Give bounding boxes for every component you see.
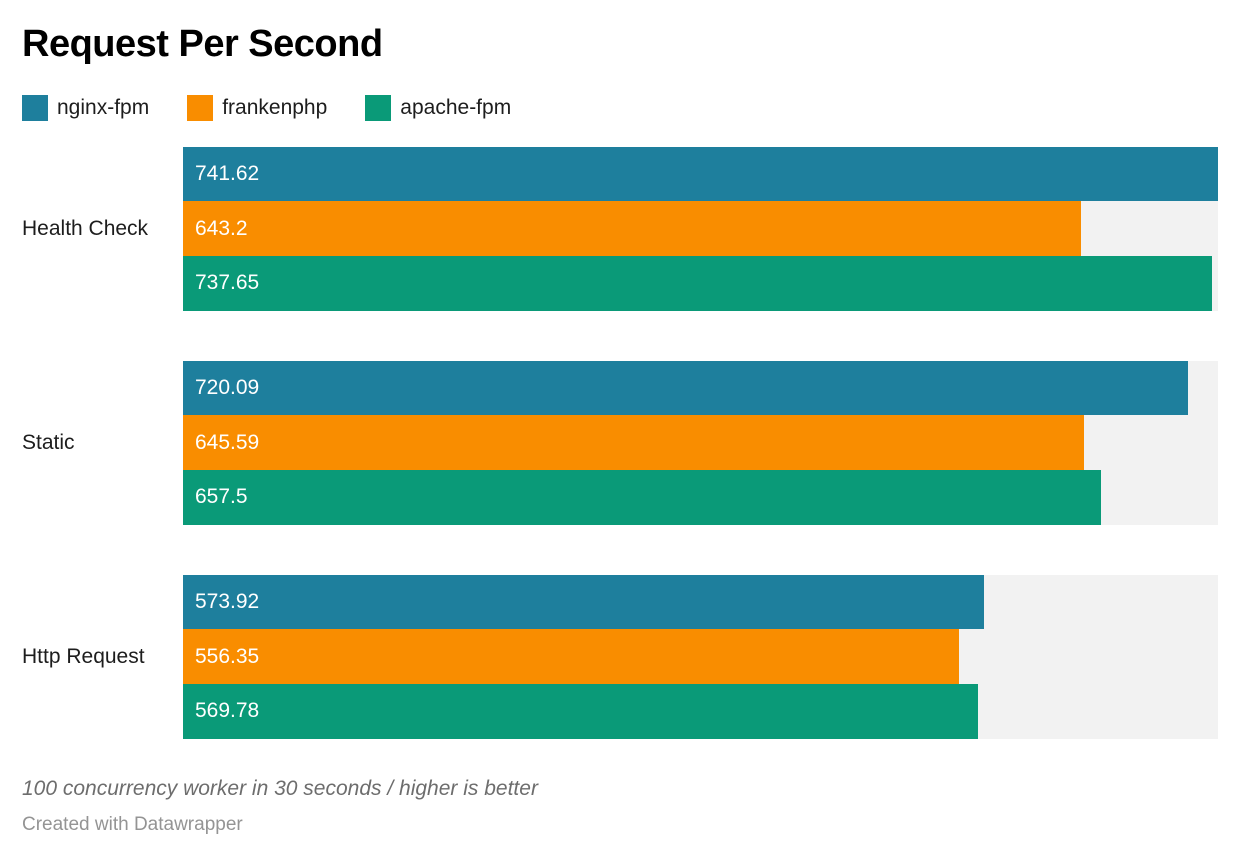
bar-value-label: 720.09 [195,376,260,400]
bar-value-label: 556.35 [195,644,260,668]
bar-value-label: 737.65 [195,271,260,295]
bar-frankenphp-static: 645.59 [183,415,1084,471]
bar-value-label: 569.78 [195,699,260,723]
bar-row-nginx-fpm-http-request: 573.92 [183,574,1218,630]
legend-label: frankenphp [222,95,328,119]
legend-swatch-apache-fpm [365,94,392,121]
category-label-http-request: Http Request [22,644,145,668]
bar-row-apache-fpm-health-check: 737.65 [183,256,1218,311]
category-group-http-request: Http Request 573.92 556.35 569.78 [22,574,1218,739]
legend-label: nginx-fpm [57,95,150,119]
bar-value-label: 741.62 [195,162,260,186]
legend-label: apache-fpm [400,95,512,119]
bar-frankenphp-http-request: 556.35 [183,629,960,685]
legend-item-frankenphp: frankenphp [187,94,328,121]
bar-frankenphp-health-check: 643.2 [183,201,1081,257]
bar-row-frankenphp-http-request: 556.35 [183,629,1218,685]
bar-row-apache-fpm-static: 657.5 [183,470,1218,525]
bar-value-label: 645.59 [195,430,260,454]
bar-value-label: 643.2 [195,216,248,240]
bar-row-apache-fpm-http-request: 569.78 [183,684,1218,739]
legend: nginx-fpm frankenphp apache-fpm [22,94,1218,121]
bar-row-frankenphp-static: 645.59 [183,415,1218,471]
chart-note: 100 concurrency worker in 30 seconds / h… [22,776,538,800]
category-label-static: Static [22,430,75,454]
category-group-health-check: Health Check 741.62 643.2 737.65 [22,146,1218,311]
bar-apache-fpm-health-check: 737.65 [183,256,1213,311]
bar-value-label: 657.5 [195,485,248,509]
category-group-static: Static 720.09 645.59 657.5 [22,360,1218,525]
legend-swatch-frankenphp [187,94,214,121]
category-label-health-check: Health Check [22,216,149,240]
bar-nginx-fpm-http-request: 573.92 [183,574,984,630]
bar-nginx-fpm-static: 720.09 [183,360,1188,416]
legend-swatch-nginx-fpm [22,94,48,121]
bar-apache-fpm-static: 657.5 [183,470,1101,525]
bar-row-frankenphp-health-check: 643.2 [183,201,1218,257]
bar-track-health-check: 741.62 643.2 737.65 [183,146,1218,311]
bar-track-http-request: 573.92 556.35 569.78 [183,574,1218,739]
chart-title: Request Per Second [22,23,383,65]
datawrapper-attribution: Created with Datawrapper [22,813,243,835]
bar-track-static: 720.09 645.59 657.5 [183,360,1218,525]
bar-nginx-fpm-health-check: 741.62 [183,146,1218,202]
bar-row-nginx-fpm-static: 720.09 [183,360,1218,416]
legend-item-apache-fpm: apache-fpm [365,94,512,121]
bar-apache-fpm-http-request: 569.78 [183,684,979,739]
bar-value-label: 573.92 [195,590,260,614]
bar-row-nginx-fpm-health-check: 741.62 [183,146,1218,202]
bar-chart: Health Check 741.62 643.2 737.65 Static 720.0… [22,146,1218,739]
legend-item-nginx-fpm: nginx-fpm [22,94,150,121]
